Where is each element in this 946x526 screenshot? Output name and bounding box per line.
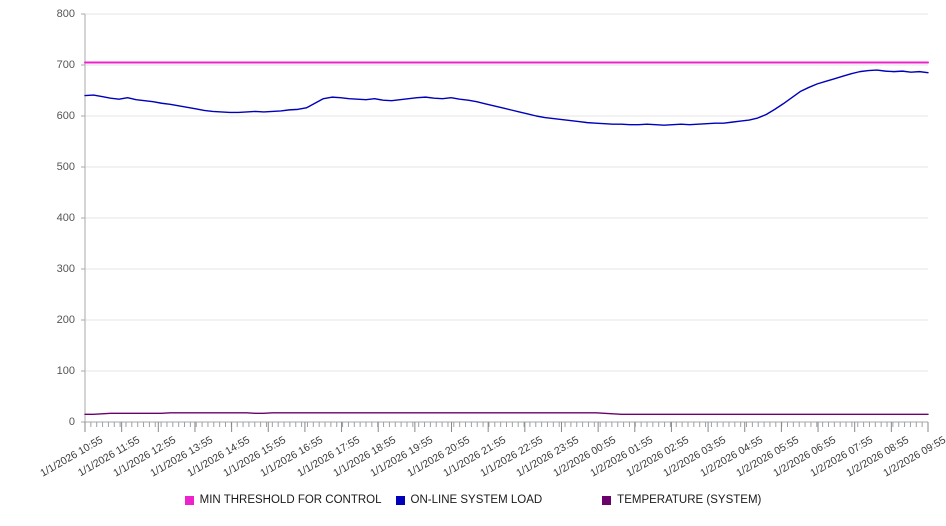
legend-swatch-icon — [395, 495, 405, 505]
y-tick-label: 800 — [56, 8, 75, 20]
series-line-1 — [84, 69, 929, 126]
grid-lines — [85, 13, 928, 423]
y-tick-label: 100 — [56, 365, 75, 377]
y-tick-label: 700 — [56, 59, 75, 71]
y-tick-label: 500 — [56, 161, 75, 173]
y-tick-label: 0 — [68, 416, 75, 428]
legend-label: TEMPERATURE (SYSTEM) — [617, 494, 762, 506]
legend-label: MIN THRESHOLD FOR CONTROL — [199, 494, 382, 506]
y-tick-label: 200 — [56, 314, 75, 326]
series-lines — [84, 61, 929, 416]
y-tick-label: 300 — [56, 263, 75, 275]
x-axis-ticks — [84, 422, 929, 432]
series-line-2 — [84, 412, 929, 416]
y-tick-label: 600 — [56, 110, 75, 122]
legend-label: ON-LINE SYSTEM LOAD — [410, 494, 543, 506]
legend-item[interactable]: ON-LINE SYSTEM LOAD — [395, 494, 543, 506]
legend-swatch-icon — [602, 495, 612, 505]
y-tick-label: 400 — [56, 212, 75, 224]
chart-legend: MIN THRESHOLD FOR CONTROL ON-LINE SYSTEM … — [0, 494, 946, 506]
legend-swatch-icon — [184, 495, 194, 505]
legend-item[interactable]: TEMPERATURE (SYSTEM) — [602, 494, 761, 506]
legend-item[interactable]: MIN THRESHOLD FOR CONTROL — [184, 494, 382, 506]
